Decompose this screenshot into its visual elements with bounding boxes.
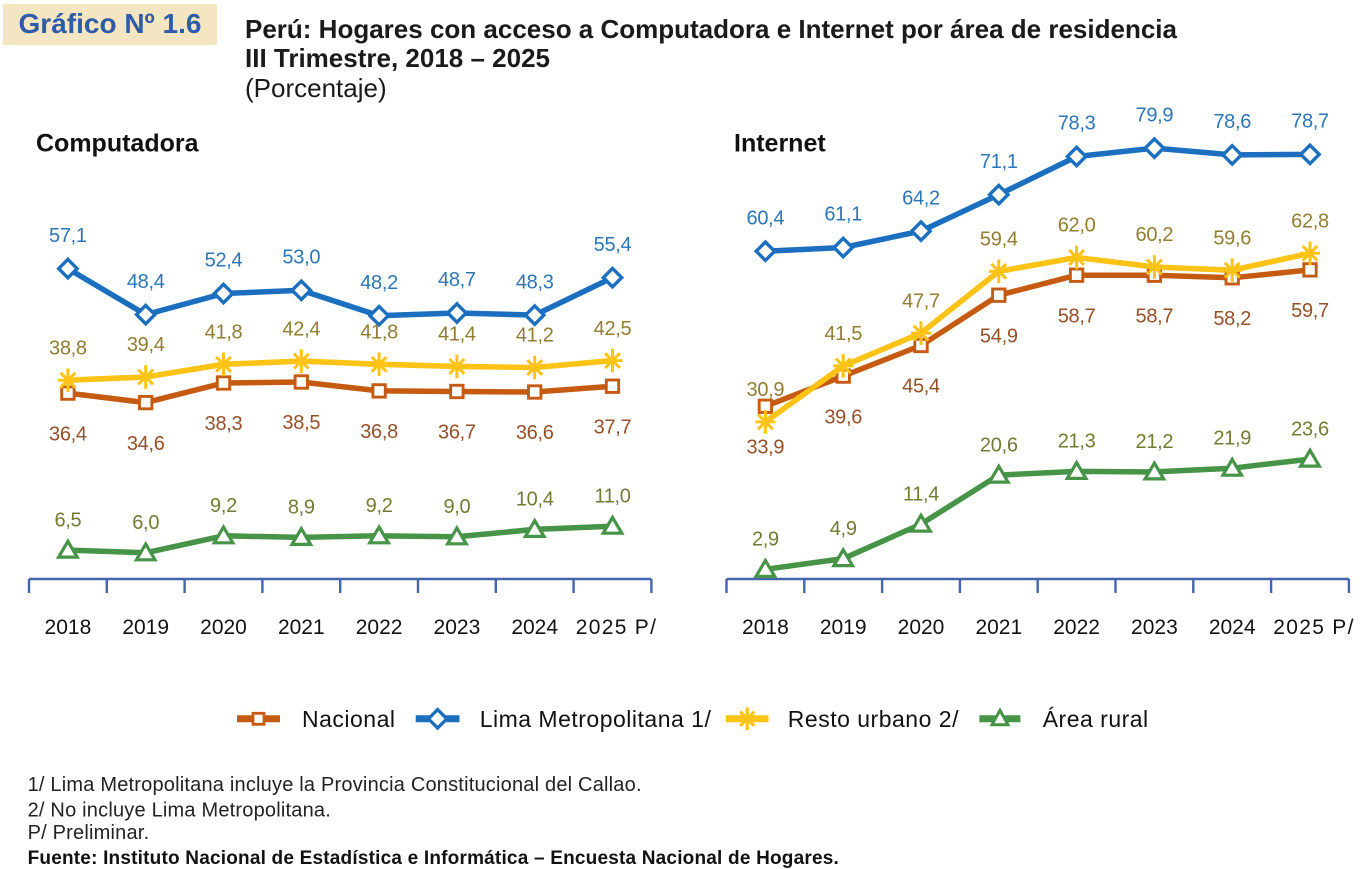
svg-text:9,0: 9,0 (443, 496, 470, 518)
svg-text:Computadora: Computadora (36, 130, 200, 158)
svg-text:58,7: 58,7 (1058, 305, 1096, 327)
svg-text:71,1: 71,1 (980, 151, 1018, 173)
svg-text:33,9: 33,9 (747, 437, 785, 459)
svg-text:58,7: 58,7 (1136, 305, 1174, 327)
svg-text:42,4: 42,4 (282, 318, 320, 340)
svg-text:41,4: 41,4 (438, 324, 476, 346)
svg-text:6,0: 6,0 (132, 512, 159, 534)
svg-text:Nacional: Nacional (302, 706, 396, 732)
svg-text:41,5: 41,5 (824, 323, 862, 345)
svg-text:60,2: 60,2 (1136, 224, 1174, 246)
svg-text:2025 P/: 2025 P/ (1273, 616, 1355, 639)
svg-text:38,3: 38,3 (205, 413, 243, 435)
svg-text:47,7: 47,7 (902, 290, 940, 312)
svg-text:34,6: 34,6 (127, 433, 165, 455)
svg-text:64,2: 64,2 (902, 187, 940, 209)
svg-text:21,3: 21,3 (1058, 431, 1096, 453)
svg-text:2021: 2021 (975, 616, 1022, 639)
svg-text:9,2: 9,2 (366, 495, 393, 517)
svg-text:59,4: 59,4 (980, 229, 1018, 251)
svg-text:2023: 2023 (434, 616, 481, 639)
svg-text:55,4: 55,4 (594, 234, 632, 256)
svg-text:36,6: 36,6 (516, 422, 554, 444)
svg-text:21,9: 21,9 (1213, 427, 1251, 449)
svg-text:62,8: 62,8 (1291, 211, 1329, 233)
svg-text:8,9: 8,9 (288, 497, 315, 519)
svg-text:61,1: 61,1 (824, 204, 862, 226)
svg-text:2/ No incluye Lima Metropolita: 2/ No incluye Lima Metropolitana. (28, 800, 331, 822)
svg-text:41,8: 41,8 (205, 322, 243, 344)
svg-text:20,6: 20,6 (980, 434, 1018, 456)
svg-text:59,7: 59,7 (1291, 300, 1329, 322)
svg-text:39,4: 39,4 (127, 334, 165, 356)
svg-text:11,0: 11,0 (594, 485, 630, 507)
svg-text:2018: 2018 (45, 616, 92, 639)
svg-text:9,2: 9,2 (210, 495, 237, 517)
svg-text:10,4: 10,4 (516, 489, 554, 511)
svg-text:38,5: 38,5 (282, 412, 320, 434)
svg-text:1/ Lima Metropolitana incluye: 1/ Lima Metropolitana incluye la Provinc… (28, 774, 642, 796)
svg-text:P/ Preliminar.: P/ Preliminar. (28, 822, 150, 844)
svg-text:48,3: 48,3 (516, 271, 554, 293)
svg-text:58,2: 58,2 (1213, 308, 1251, 330)
svg-text:2018: 2018 (742, 616, 789, 639)
svg-text:39,6: 39,6 (824, 406, 862, 428)
svg-text:2024: 2024 (511, 616, 558, 639)
svg-text:2024: 2024 (1209, 616, 1256, 639)
svg-text:2022: 2022 (356, 616, 403, 639)
svg-text:45,4: 45,4 (902, 376, 940, 398)
svg-text:42,5: 42,5 (594, 318, 632, 340)
svg-text:21,2: 21,2 (1136, 431, 1174, 453)
svg-text:37,7: 37,7 (594, 416, 632, 438)
svg-text:2,9: 2,9 (752, 529, 779, 551)
svg-text:62,0: 62,0 (1058, 215, 1096, 237)
svg-text:2023: 2023 (1131, 616, 1178, 639)
svg-text:30,9: 30,9 (747, 379, 785, 401)
svg-text:48,2: 48,2 (360, 272, 398, 294)
svg-text:78,3: 78,3 (1058, 113, 1096, 135)
svg-text:2019: 2019 (820, 616, 867, 639)
svg-text:78,7: 78,7 (1291, 111, 1329, 133)
svg-text:Área rural: Área rural (1043, 706, 1149, 732)
svg-text:2021: 2021 (278, 616, 325, 639)
svg-text:48,4: 48,4 (127, 271, 165, 293)
svg-text:Fuente: Instituto Nacional de: Fuente: Instituto Nacional de Estadístic… (28, 848, 839, 869)
svg-text:Resto urbano 2/: Resto urbano 2/ (788, 706, 959, 732)
svg-text:(Porcentaje): (Porcentaje) (245, 73, 387, 103)
svg-text:54,9: 54,9 (980, 325, 1018, 347)
svg-text:Internet: Internet (734, 130, 826, 158)
svg-text:38,8: 38,8 (49, 337, 87, 359)
svg-text:78,6: 78,6 (1213, 111, 1251, 133)
svg-text:2019: 2019 (122, 616, 169, 639)
svg-text:Perú: Hogares con acceso a Com: Perú: Hogares con acceso a Computadora e… (245, 14, 1178, 44)
svg-text:23,6: 23,6 (1291, 418, 1329, 440)
svg-text:III Trimestre, 2018 – 2025: III Trimestre, 2018 – 2025 (245, 43, 550, 73)
svg-text:52,4: 52,4 (205, 250, 243, 272)
svg-text:2022: 2022 (1053, 616, 1100, 639)
svg-text:48,7: 48,7 (438, 269, 476, 291)
svg-text:53,0: 53,0 (282, 247, 320, 269)
svg-text:2025 P/: 2025 P/ (576, 616, 658, 639)
svg-text:Lima Metropolitana 1/: Lima Metropolitana 1/ (480, 706, 712, 732)
svg-text:60,4: 60,4 (747, 207, 785, 229)
svg-text:59,6: 59,6 (1213, 227, 1251, 249)
svg-text:41,8: 41,8 (360, 322, 398, 344)
svg-text:Gráfico Nº 1.6: Gráfico Nº 1.6 (19, 8, 202, 39)
svg-text:2020: 2020 (200, 616, 247, 639)
svg-text:2020: 2020 (898, 616, 945, 639)
svg-text:41,2: 41,2 (516, 325, 554, 347)
svg-text:36,4: 36,4 (49, 423, 87, 445)
svg-text:36,8: 36,8 (360, 421, 398, 443)
svg-text:4,9: 4,9 (830, 518, 857, 540)
svg-text:79,9: 79,9 (1136, 104, 1174, 126)
svg-text:57,1: 57,1 (49, 225, 87, 247)
svg-text:36,7: 36,7 (438, 422, 476, 444)
svg-text:11,4: 11,4 (903, 483, 939, 505)
svg-text:6,5: 6,5 (54, 509, 81, 531)
